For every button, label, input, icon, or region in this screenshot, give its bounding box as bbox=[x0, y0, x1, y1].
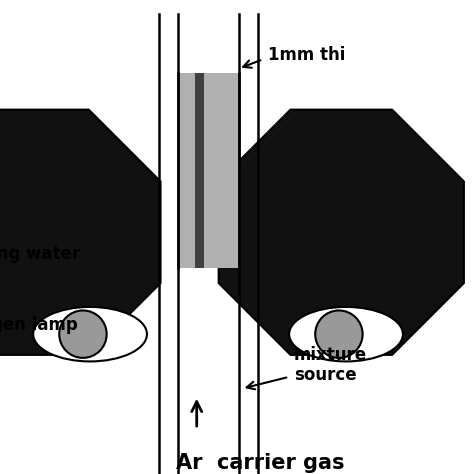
Text: gen lamp: gen lamp bbox=[0, 316, 77, 334]
Text: Ar  carrier gas: Ar carrier gas bbox=[176, 453, 345, 473]
Ellipse shape bbox=[33, 307, 147, 361]
Polygon shape bbox=[0, 109, 161, 355]
Text: mixture
source: mixture source bbox=[294, 346, 367, 384]
Ellipse shape bbox=[289, 307, 403, 361]
Text: ing water: ing water bbox=[0, 245, 80, 263]
Text: 1mm thi: 1mm thi bbox=[268, 46, 345, 64]
Bar bbox=[195, 73, 204, 268]
Circle shape bbox=[315, 310, 363, 358]
Polygon shape bbox=[219, 109, 464, 355]
Bar bbox=[178, 73, 239, 268]
Circle shape bbox=[59, 310, 107, 358]
